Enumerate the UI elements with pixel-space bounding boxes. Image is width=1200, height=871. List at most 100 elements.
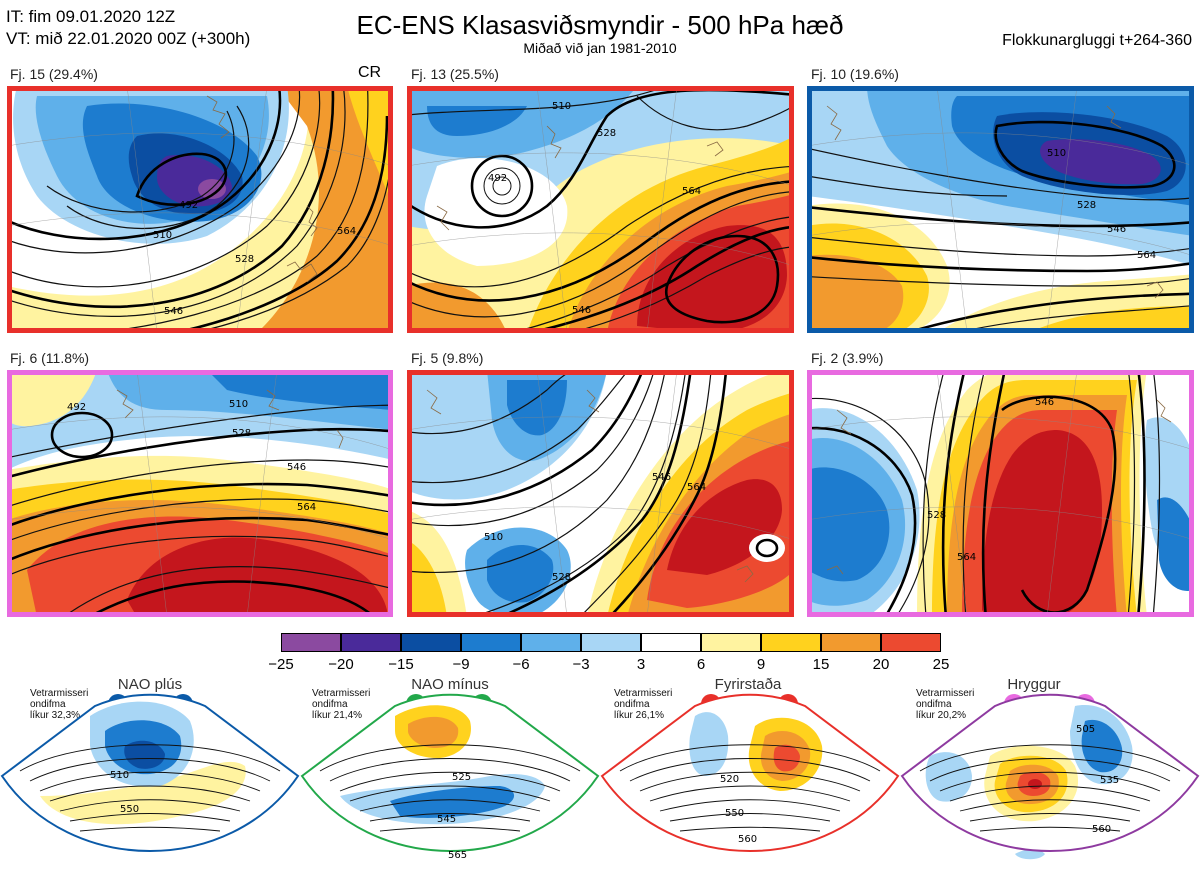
- cluster-map-6: 528 546 564: [807, 370, 1194, 617]
- colorbar-bin: [881, 633, 941, 652]
- colorbar-tick: −9: [452, 656, 470, 673]
- note-line: Vetrarmisseri: [312, 688, 371, 699]
- contour-label: 510: [229, 399, 248, 410]
- contour-label: 564: [957, 552, 976, 563]
- contour-label: 546: [287, 462, 306, 473]
- regime-title: NAO mínus: [411, 676, 489, 693]
- colorbar-tick: −20: [328, 656, 354, 673]
- contour-label: 564: [687, 482, 706, 493]
- contour-label: 492: [488, 173, 507, 184]
- map-label-1: Fj. 15 (29.4%): [10, 66, 98, 82]
- vt-line: VT: mið 22.01.2020 00Z (+300h): [6, 29, 251, 48]
- colorbar-tick: −15: [388, 656, 414, 673]
- contour-label: 564: [682, 186, 701, 197]
- it-line: IT: fim 09.01.2020 12Z: [6, 7, 176, 26]
- cluster-map-3: 510 528 546 564: [807, 86, 1194, 333]
- cluster-map-5: 510 528 546 564: [407, 370, 794, 617]
- colorbar-tick: −3: [572, 656, 590, 673]
- contour-label: 525: [452, 772, 471, 783]
- contour-label: 560: [738, 834, 757, 845]
- map-label-3: Fj. 10 (19.6%): [811, 66, 899, 82]
- contour-label: 510: [1047, 148, 1066, 159]
- contour-label: 545: [437, 814, 456, 825]
- regime-block: Fyrirstaða Vetrarmisseri ondifma líkur 2…: [600, 676, 900, 871]
- map-frame: [407, 370, 794, 617]
- regime-nao-plus: NAO plús Vetrarmisseri ondifma líkur 32,…: [0, 676, 300, 871]
- regime-title: NAO plús: [117, 676, 183, 693]
- contour-label: 505: [1076, 724, 1095, 735]
- contour-label: 510: [110, 770, 129, 781]
- contour-label: 546: [652, 472, 671, 483]
- map-frame: [407, 86, 794, 333]
- note-line: ondifma: [614, 699, 650, 710]
- note-line: ondifma: [916, 699, 952, 710]
- window-label: Flokkunargluggi t+264-360: [1002, 32, 1192, 49]
- map-frame: [7, 370, 393, 617]
- colorbar-tick: 3: [636, 656, 646, 673]
- colorbar-tick: −25: [268, 656, 294, 673]
- regime-ridge: Hryggur Vetrarmisseri ondifma líkur 20,2…: [900, 676, 1200, 871]
- note-line: líkur 21,4%: [312, 710, 363, 721]
- contour-label: 564: [297, 502, 316, 513]
- colorbar-bin: [701, 633, 761, 652]
- contour-label: 528: [927, 510, 946, 521]
- note-line: ondifma: [312, 699, 348, 710]
- cr-label: CR: [358, 64, 382, 81]
- colorbar-tick: 15: [812, 656, 830, 673]
- contour-label: 565: [448, 850, 467, 861]
- note-line: Vetrarmisseri: [916, 688, 975, 699]
- colorbar-bin: [581, 633, 641, 652]
- colorbar-tick: −6: [512, 656, 530, 673]
- note-line: Vetrarmisseri: [30, 688, 89, 699]
- colorbar-tick: 9: [756, 656, 766, 673]
- header-info: IT: fim 09.01.2020 12Z VT: mið 22.01.202…: [6, 6, 250, 50]
- regime-nao-minus: NAO mínus Vetrarmisseri ondifma líkur 21…: [300, 676, 600, 871]
- colorbar-bin: [521, 633, 581, 652]
- colorbar-bin: [821, 633, 881, 652]
- map-label-6: Fj. 2 (3.9%): [811, 350, 884, 366]
- colorbar-bin: [461, 633, 521, 652]
- colorbar-bin: [341, 633, 401, 652]
- note-line: líkur 26,1%: [614, 710, 665, 721]
- contour-label: 564: [1137, 250, 1156, 261]
- colorbar: [281, 633, 941, 652]
- contour-label: 510: [552, 101, 571, 112]
- colorbar-tick: 25: [932, 656, 950, 673]
- contour-label: 546: [164, 306, 183, 317]
- note-line: líkur 20,2%: [916, 710, 967, 721]
- contour-label: 546: [1107, 224, 1126, 235]
- regime-note: Vetrarmisseri ondifma líkur 21,4%: [312, 688, 370, 721]
- contour-label: 510: [484, 532, 503, 543]
- note-line: Vetrarmisseri: [614, 688, 673, 699]
- contour-label: 546: [572, 305, 591, 316]
- note-line: líkur 32,3%: [30, 710, 81, 721]
- map-label-2: Fj. 13 (25.5%): [411, 66, 499, 82]
- contour-label: 520: [720, 774, 739, 785]
- cluster-map-2: 492 510 528 546 564: [407, 86, 794, 333]
- note-line: ondifma: [30, 699, 66, 710]
- contour-label: 528: [597, 128, 616, 139]
- regime-note: Vetrarmisseri ondifma líkur 26,1%: [614, 688, 672, 721]
- colorbar-bin: [761, 633, 821, 652]
- contour-label: 546: [1035, 397, 1054, 408]
- colorbar-tick: 6: [696, 656, 706, 673]
- contour-label: 550: [725, 808, 744, 819]
- map-frame: [807, 370, 1194, 617]
- colorbar-bin: [281, 633, 341, 652]
- contour-label: 550: [120, 804, 139, 815]
- contour-label: 535: [1100, 775, 1119, 786]
- cluster-map-4: 492 510 528 546 564: [7, 370, 393, 617]
- regime-note: Vetrarmisseri ondifma líkur 20,2%: [916, 688, 974, 721]
- colorbar-bin: [641, 633, 701, 652]
- regime-title: Hryggur: [1007, 676, 1061, 693]
- map-frame: [7, 86, 393, 333]
- contour-label: 560: [1092, 824, 1111, 835]
- page-title: EC-ENS Klasasviðsmyndir - 500 hPa hæð: [356, 10, 844, 40]
- colorbar-tick: 20: [872, 656, 890, 673]
- map-label-4: Fj. 6 (11.8%): [10, 350, 90, 366]
- contour-label: 528: [552, 572, 571, 583]
- contour-label: 510: [153, 230, 172, 241]
- page-subtitle: Miðað við jan 1981-2010: [523, 40, 677, 56]
- contour-label: 564: [337, 226, 356, 237]
- cluster-map-1: 492 510 528 546 564: [7, 86, 393, 333]
